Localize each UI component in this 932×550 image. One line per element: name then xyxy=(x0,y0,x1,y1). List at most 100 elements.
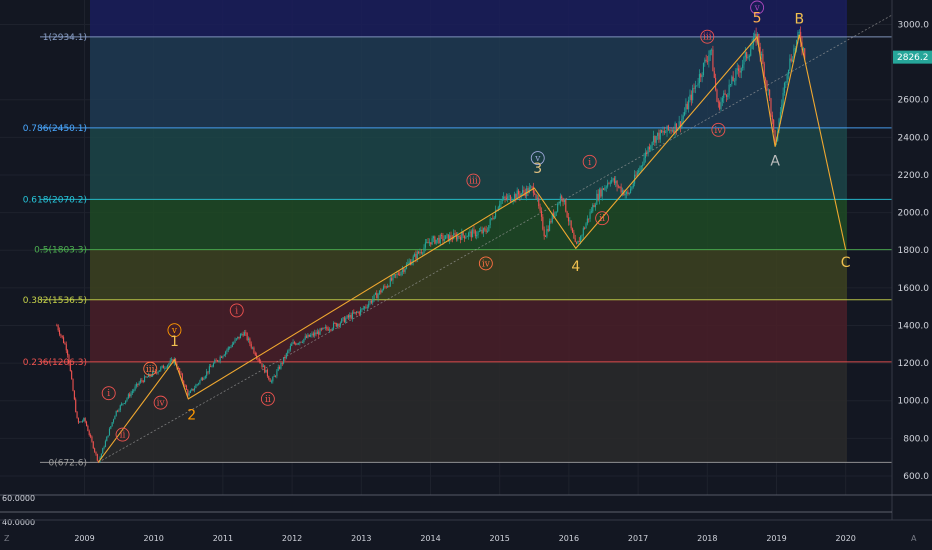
candle-body xyxy=(565,199,567,212)
fib-band xyxy=(90,127,847,200)
price-tick-label: 3000.0 xyxy=(898,20,930,30)
major-wave-label: 4 xyxy=(571,259,580,275)
candle-body xyxy=(266,369,268,377)
candle-body xyxy=(517,190,520,195)
candle-body xyxy=(287,351,289,354)
major-wave-label: 3 xyxy=(533,161,542,177)
candle-body xyxy=(277,366,279,371)
price-tick-label: 600.0 xyxy=(903,472,929,482)
candle-body xyxy=(119,405,121,411)
candle-body xyxy=(112,419,115,423)
candle-body xyxy=(787,69,790,75)
candle-body xyxy=(239,334,241,339)
candle-body xyxy=(404,268,406,272)
candle-body xyxy=(592,205,594,212)
candle-body xyxy=(731,76,733,85)
candle-body xyxy=(235,338,237,340)
candle-body xyxy=(439,235,441,244)
candle-body xyxy=(538,197,540,207)
candle-body xyxy=(740,68,742,73)
candle-body xyxy=(619,186,621,188)
candle-body xyxy=(800,31,802,43)
candle-body xyxy=(414,254,416,257)
candle-body xyxy=(783,82,786,93)
candle-body xyxy=(152,371,154,377)
time-axis-corner-left[interactable]: Z xyxy=(4,534,10,543)
candle-body xyxy=(738,68,740,71)
auto-scale-toggle[interactable]: A xyxy=(911,534,917,543)
candle-body xyxy=(665,132,667,134)
candle-body xyxy=(589,211,591,219)
candle-body xyxy=(373,294,375,300)
candle-body xyxy=(509,195,511,202)
candle-body xyxy=(328,329,331,331)
candle-body xyxy=(65,344,67,351)
candle-body xyxy=(222,356,224,358)
candle-body xyxy=(189,390,192,393)
candle-body xyxy=(269,379,271,382)
candle-body xyxy=(441,235,443,236)
candle-body xyxy=(361,308,363,310)
candle-body xyxy=(296,343,298,345)
candle-body xyxy=(206,371,208,377)
candle-body xyxy=(754,33,756,38)
candle-body xyxy=(735,69,737,81)
candle-body xyxy=(127,394,129,399)
candle-body xyxy=(550,221,552,223)
candle-body xyxy=(520,193,522,197)
year-tick-label: 2017 xyxy=(628,534,648,543)
candle-body xyxy=(670,129,672,132)
candle-body xyxy=(495,210,497,218)
candle-body xyxy=(746,52,748,59)
candle-body xyxy=(627,191,629,194)
candle-body xyxy=(215,360,217,361)
last-price-value: 2826.2 xyxy=(897,53,929,63)
candle-body xyxy=(694,85,696,89)
candle-body xyxy=(570,220,572,229)
minor-wave-circle xyxy=(530,151,545,165)
candle-body xyxy=(181,374,183,381)
wave-zigzag xyxy=(97,34,847,463)
candle-body xyxy=(157,371,159,374)
candle-body xyxy=(706,60,709,62)
candle-body xyxy=(242,334,244,336)
candle-body xyxy=(382,286,385,290)
candle-body xyxy=(199,380,201,384)
candle-body xyxy=(603,188,605,190)
price-axis[interactable]: 600.0 800.0 1000.0 1200.0 1400.0 1600.0 1800.0… xyxy=(898,20,930,482)
minor-wave-label: v xyxy=(754,4,761,14)
candle-body xyxy=(203,378,205,380)
fib-band xyxy=(90,361,847,463)
candle-body xyxy=(500,200,502,205)
minor-wave-circle xyxy=(143,361,158,376)
price-tick-label: 2000.0 xyxy=(898,209,930,219)
candle-body xyxy=(233,342,235,345)
candle-body xyxy=(729,84,732,85)
candle-body xyxy=(704,59,706,63)
candle-body xyxy=(561,196,563,199)
candle-body xyxy=(516,190,518,199)
candle-body xyxy=(238,336,240,339)
candle-body xyxy=(122,403,124,405)
candle-body xyxy=(220,356,223,358)
candle-body xyxy=(690,94,692,101)
candle-body xyxy=(125,400,127,404)
candle-body xyxy=(314,332,316,336)
candle-body xyxy=(337,323,339,327)
candle-body xyxy=(420,252,422,254)
candle-body xyxy=(237,336,239,339)
candle-body xyxy=(585,223,587,229)
time-axis[interactable]: 2009 2010 2011 2012 2013 2014 2015 2016 2017 2018… xyxy=(74,534,856,543)
candle-body xyxy=(118,410,120,412)
candle-body xyxy=(57,325,59,331)
candle-body xyxy=(177,368,179,369)
minor-wave-circle xyxy=(750,0,765,15)
major-wave-label: 1 xyxy=(170,334,179,350)
candle-body xyxy=(270,381,273,383)
candle-body xyxy=(274,375,277,377)
candle-body xyxy=(470,231,472,238)
price-tick-label: 2400.0 xyxy=(898,133,930,143)
candle-body xyxy=(594,204,597,208)
candle-body xyxy=(798,31,800,33)
